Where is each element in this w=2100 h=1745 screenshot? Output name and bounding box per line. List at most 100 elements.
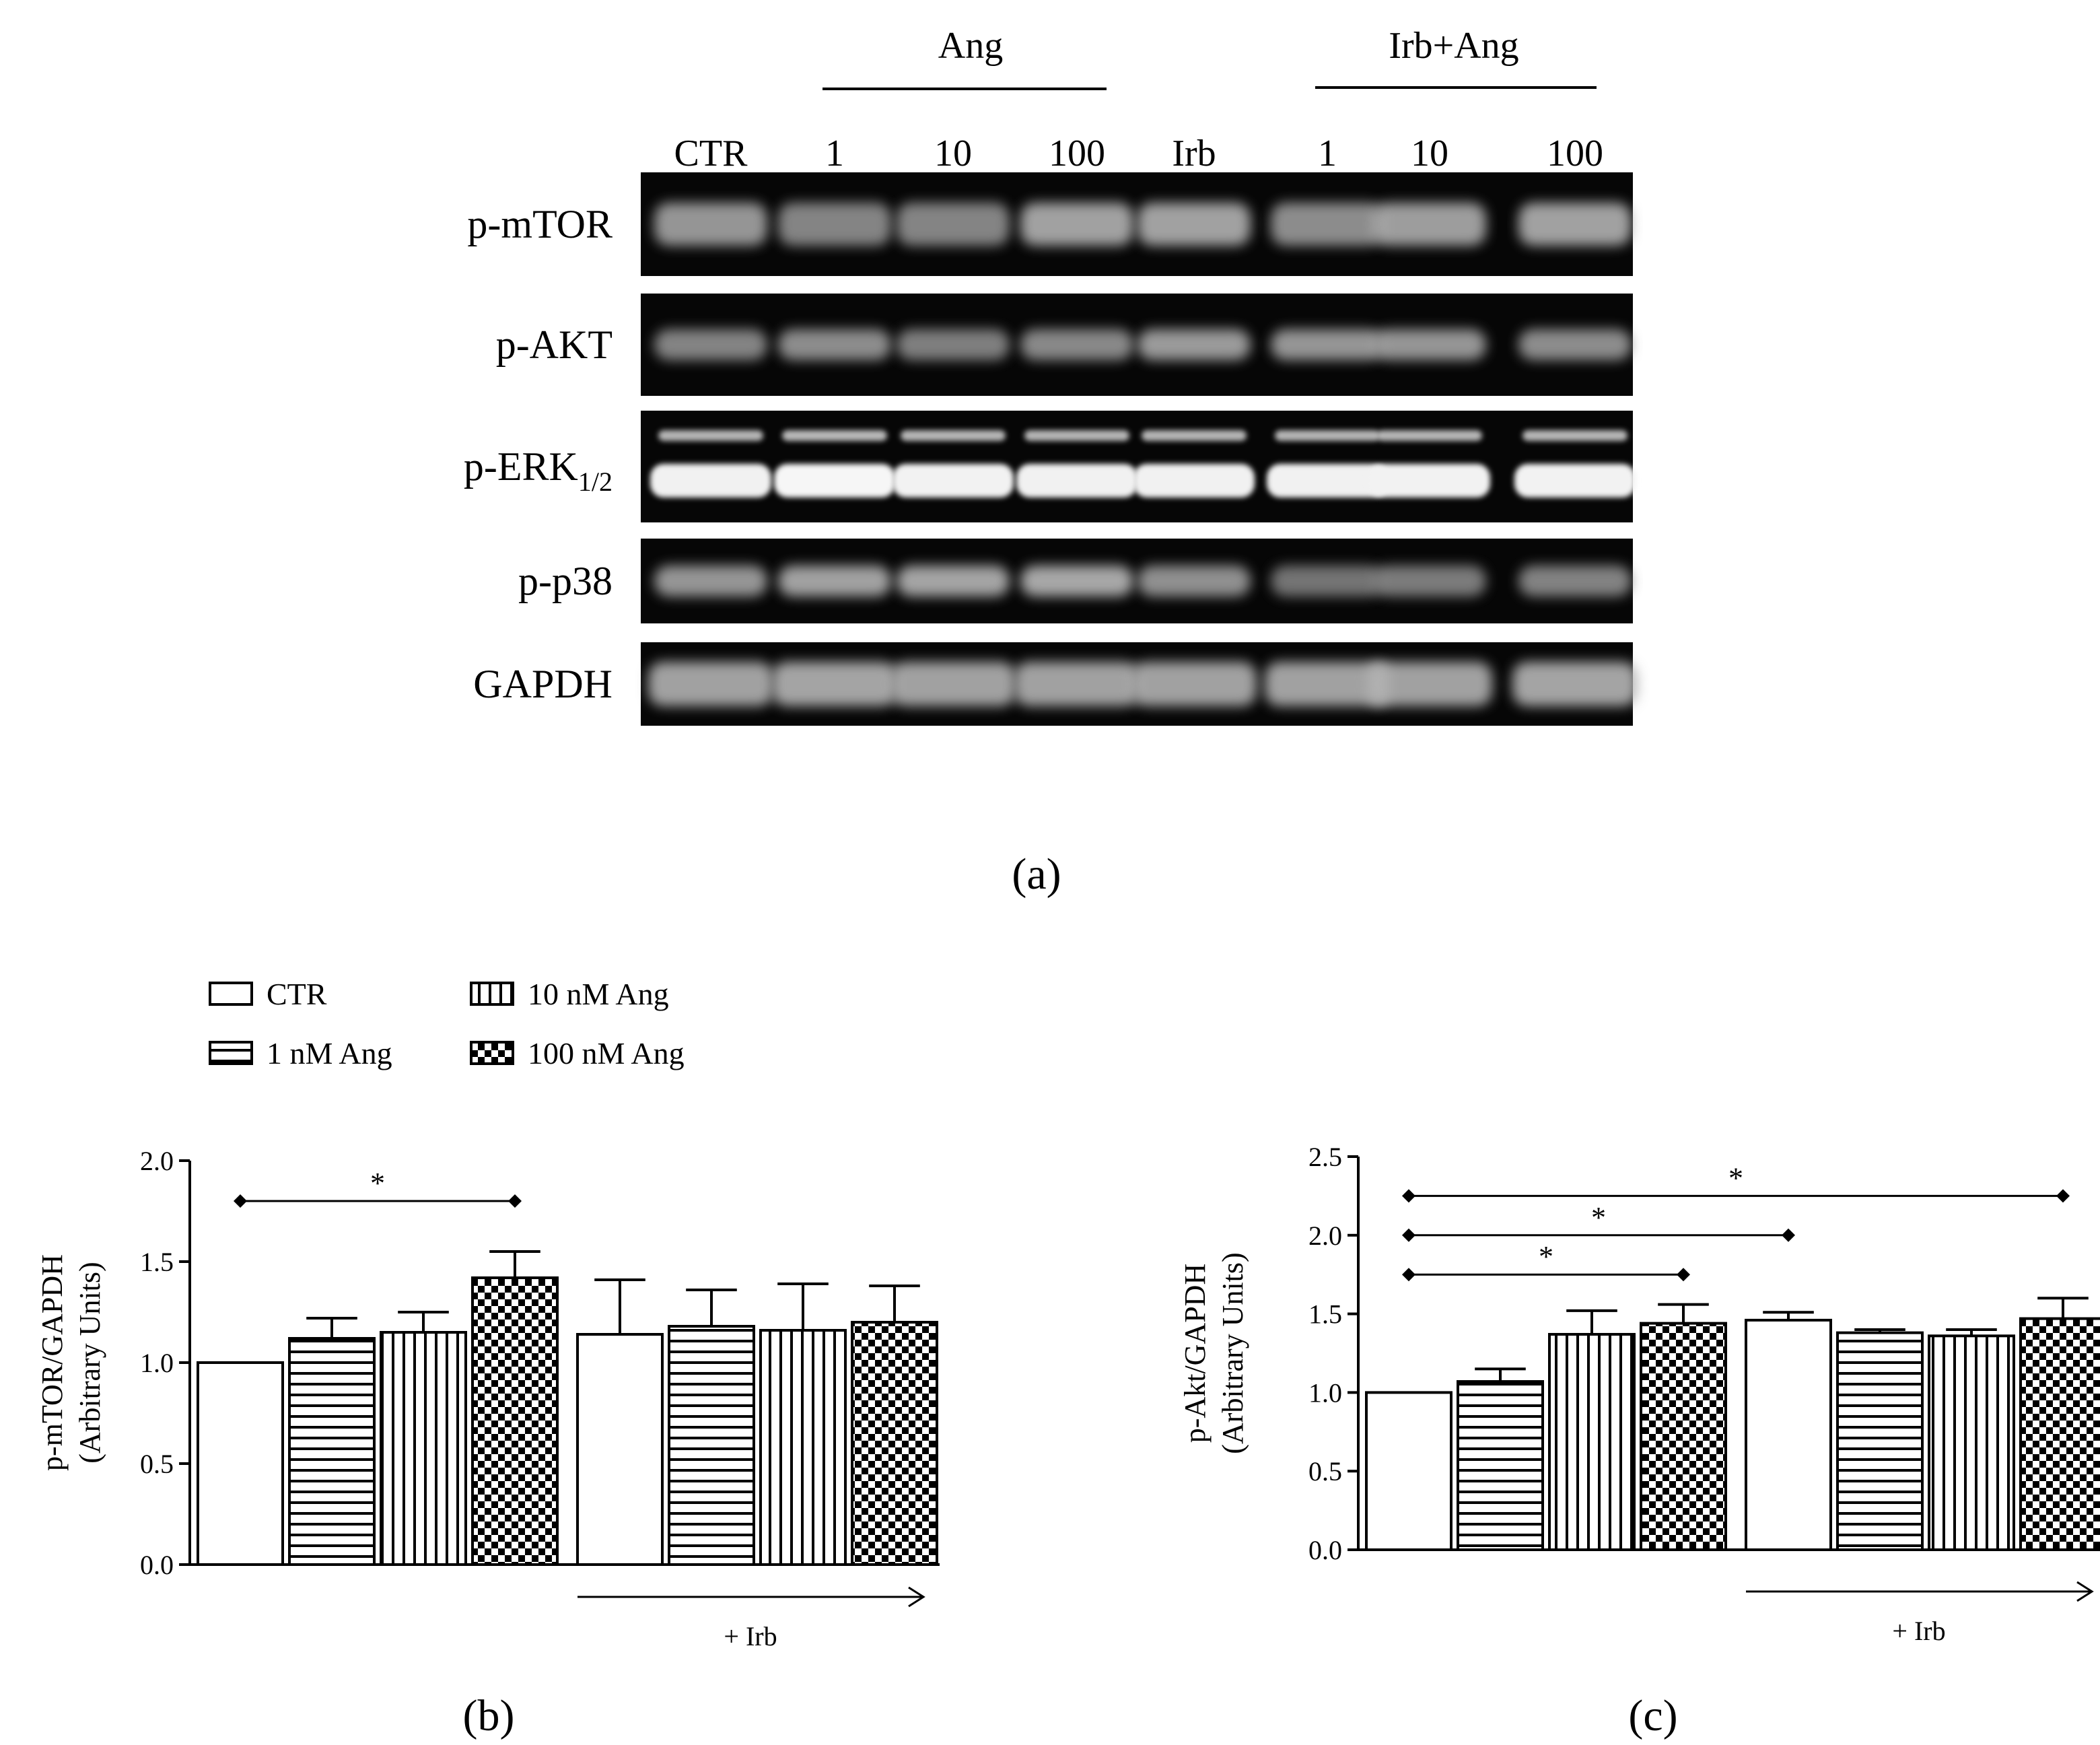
blot-band: [890, 662, 1016, 706]
bar: [471, 1276, 559, 1566]
lane-labels: CTR 1 10 100 Irb 1 10 100: [674, 133, 1603, 174]
y-tick-label: 0.0: [140, 1550, 174, 1580]
y-tick-label: 2.0: [1308, 1221, 1342, 1251]
lane-label: 100: [1547, 133, 1603, 174]
bar: [1836, 1331, 1924, 1551]
blot-band: [778, 566, 891, 596]
y-axis-label-units: (Arbitrary Units): [1216, 1252, 1249, 1453]
legend-item: 1 nM Ang: [209, 1036, 392, 1070]
blot-row-label: p-p38: [518, 559, 612, 603]
blot-band: [1518, 203, 1632, 246]
lane-label: 100: [1049, 133, 1105, 174]
y-tick-label: 0.5: [1308, 1456, 1342, 1486]
legend-swatch: [470, 982, 514, 1006]
blot-band: [1014, 662, 1140, 706]
irb-arrow: [1746, 1581, 2094, 1602]
irb-label: + Irb: [1892, 1616, 1945, 1646]
bar: [1640, 1322, 1727, 1551]
chart-b-p-mtor: 0.0 0.5 1.0 1.5 2.0 p-mTOR/GAPDH (Arbitrary Un…: [36, 1146, 940, 1740]
lane-label: 1: [1318, 133, 1337, 174]
blot-row: GAPDH: [473, 642, 1638, 726]
blot-band: [1024, 430, 1129, 441]
blot-band: [654, 203, 767, 246]
blot-band: [893, 464, 1014, 498]
significance-marker: [1402, 1189, 1415, 1203]
blot-band: [1275, 430, 1380, 441]
blot-band: [1265, 662, 1390, 706]
y-tick-label: 1.0: [1308, 1377, 1342, 1408]
significance-line: [1402, 1189, 2070, 1203]
blot-row-label: p-ERK1/2: [464, 444, 612, 497]
blot-band: [1514, 464, 1636, 498]
irb-label: + Irb: [724, 1621, 777, 1651]
blot-band: [1518, 566, 1632, 596]
bar: [759, 1329, 847, 1566]
blot-row: p-mTOR: [467, 172, 1633, 276]
y-tick-label: 1.5: [1308, 1299, 1342, 1330]
legend-item: CTR: [209, 977, 327, 1011]
bar: [197, 1361, 284, 1566]
blot-band: [897, 203, 1010, 246]
panel-label-a: (a): [1012, 850, 1061, 899]
blot-band: [1020, 329, 1133, 360]
blot-band: [778, 203, 891, 246]
bar: [1745, 1318, 1832, 1551]
legend-swatch: [209, 982, 253, 1006]
lane-label: CTR: [674, 133, 748, 174]
bar: [668, 1325, 755, 1566]
bar: [851, 1321, 938, 1566]
western-blot-panel: Ang Irb+Ang CTR 1 10 100 Irb 1 10 100 p-mTOR p-A…: [464, 25, 1638, 899]
bar: [2019, 1317, 2100, 1552]
significance-marker: [1402, 1268, 1415, 1282]
lane-label: Irb: [1172, 133, 1216, 174]
y-tick-label: 1.5: [140, 1247, 174, 1277]
y-axis-label: p-Akt/GAPDH: [1179, 1264, 1212, 1443]
blot-row-label: p-AKT: [496, 322, 612, 367]
significance-marker: [1677, 1268, 1690, 1282]
chart-c-p-akt: 0.0 0.5 1.0 1.5 2.0 2.5 p-Akt/GAPDH (Arbitrary …: [1179, 1142, 2100, 1740]
blot-band: [654, 329, 767, 360]
significance-line: [234, 1194, 522, 1208]
blot-band: [1271, 329, 1384, 360]
blot-band: [1523, 430, 1628, 441]
blot-rows: p-mTOR p-AKT p-ERK1/2 p-p38 GAPDH: [464, 172, 1638, 726]
blot-band: [1142, 430, 1247, 441]
blot-band: [1271, 566, 1384, 596]
y-axis-label-units: (Arbitrary Units): [73, 1262, 106, 1463]
bar: [1548, 1332, 1636, 1552]
blot-row-label: GAPDH: [473, 662, 612, 706]
blot-band: [1131, 662, 1257, 706]
blot-band: [1020, 203, 1133, 246]
blot-band: [782, 430, 887, 441]
blot-band: [774, 464, 895, 498]
blot-row-label: p-mTOR: [467, 202, 612, 246]
blot-band: [1138, 329, 1251, 360]
y-tick-label: 1.0: [140, 1348, 174, 1378]
legend-swatch: [470, 1041, 514, 1065]
bar: [1457, 1380, 1544, 1552]
y-tick-label: 2.0: [140, 1146, 174, 1176]
blot-band: [654, 566, 767, 596]
significance-star: *: [1539, 1240, 1553, 1273]
legend-swatch: [209, 1041, 253, 1065]
significance-star: *: [1728, 1161, 1743, 1194]
legend-item: 10 nM Ang: [470, 977, 669, 1011]
significance-marker: [2056, 1189, 2070, 1203]
significance-star: *: [1591, 1201, 1606, 1234]
panel-label: (c): [1628, 1691, 1677, 1740]
significance-line: [1402, 1228, 1795, 1242]
blot-band: [1138, 566, 1251, 596]
blot-band: [1512, 662, 1638, 706]
y-axis-label: p-mTOR/GAPDH: [36, 1254, 69, 1471]
blot-band: [648, 662, 773, 706]
blot-band: [1016, 464, 1138, 498]
blot-band: [1369, 464, 1490, 498]
irb-arrow: [578, 1586, 925, 1608]
blot-band: [1373, 203, 1486, 246]
group-label-ang: Ang: [938, 25, 1003, 67]
lane-label: 10: [934, 133, 972, 174]
blot-row: p-AKT: [496, 294, 1633, 396]
blot-row: p-ERK1/2: [464, 411, 1636, 522]
blot-band: [1373, 329, 1486, 360]
